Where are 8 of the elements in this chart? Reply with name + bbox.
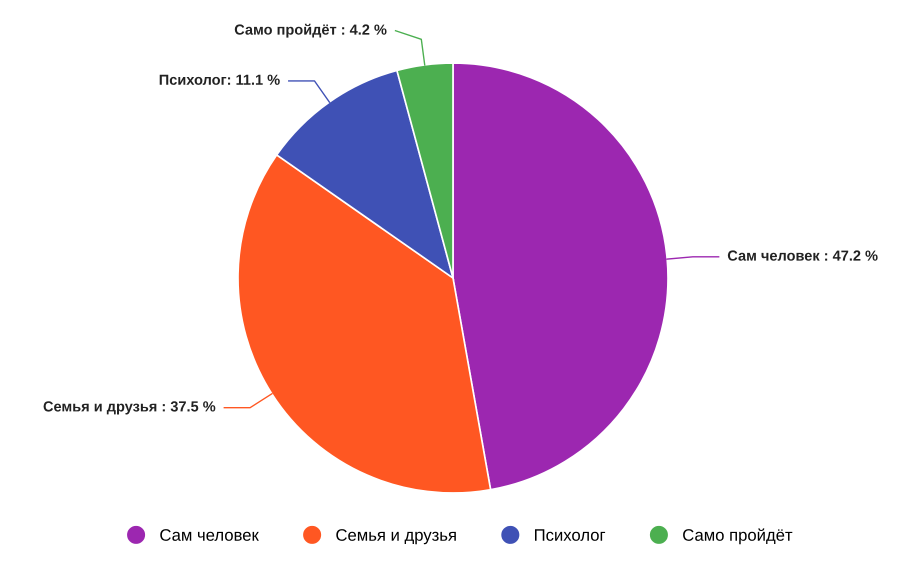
- data-label: Психолог: 11.1 %: [160, 74, 280, 85]
- legend-label: Психолог: [535, 529, 606, 541]
- data-label: Семья и друзья : 37.5 %: [44, 401, 216, 414]
- data-label: Само пройдёт : 4.2 %: [234, 24, 387, 38]
- legend-label: Само пройдёт: [683, 528, 792, 544]
- legend-label: Сам человек: [160, 529, 259, 541]
- legend-label: Семья и друзья: [336, 529, 456, 544]
- data-label: Сам человек : 47.2 %: [728, 250, 878, 261]
